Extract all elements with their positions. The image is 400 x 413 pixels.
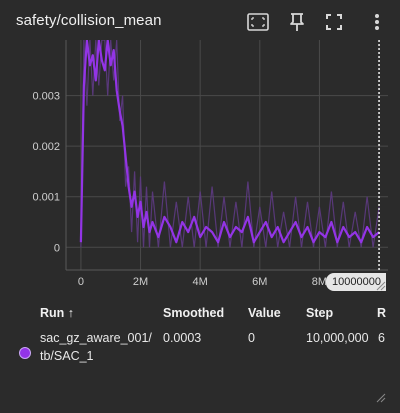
line-chart[interactable]: 0 2M 4M 6M 8M 0 0.001 0.002 0.003 <box>0 40 400 300</box>
more-vert-icon[interactable] <box>365 10 389 34</box>
smoothed-value: 0.0003 <box>163 331 202 345</box>
y-tick-label: 0.003 <box>32 91 60 103</box>
y-tick-label: 0.002 <box>32 141 60 153</box>
run-color-swatch[interactable] <box>19 347 31 359</box>
x-tick-label: 6M <box>252 276 267 288</box>
header-step[interactable]: Step <box>306 306 334 320</box>
y-tick-label: 0.001 <box>32 192 60 204</box>
run-name-line2: tb/SAC_1 <box>40 349 94 363</box>
fullscreen-icon[interactable] <box>322 10 346 34</box>
y-tick-label: 0 <box>54 242 60 254</box>
fit-domain-icon[interactable] <box>246 10 270 34</box>
raw-series-line <box>80 40 380 248</box>
card-resize-icon[interactable] <box>376 390 386 408</box>
run-name-line1: sac_gz_aware_001/ <box>40 331 152 345</box>
card-header: safety/collision_mean <box>0 0 400 44</box>
step-value: 10,000,000 <box>306 331 369 345</box>
x-tick-label: 0 <box>78 276 84 288</box>
smoothed-series-line <box>79 40 380 244</box>
header-run[interactable]: Run ↑ <box>40 306 75 320</box>
relative-value: 6 <box>378 331 385 345</box>
step-hover-badge: 10000000 <box>326 273 386 291</box>
pin-icon[interactable] <box>285 10 309 34</box>
x-tick-label: 2M <box>133 276 148 288</box>
resize-handle-icon[interactable] <box>376 278 386 296</box>
card-title: safety/collision_mean <box>16 12 162 29</box>
x-tick-label: 8M <box>312 276 327 288</box>
x-tick-label: 4M <box>193 276 208 288</box>
header-value[interactable]: Value <box>248 306 281 320</box>
header-smoothed[interactable]: Smoothed <box>163 306 225 320</box>
raw-value: 0 <box>248 331 255 345</box>
header-relative[interactable]: R <box>377 306 387 320</box>
